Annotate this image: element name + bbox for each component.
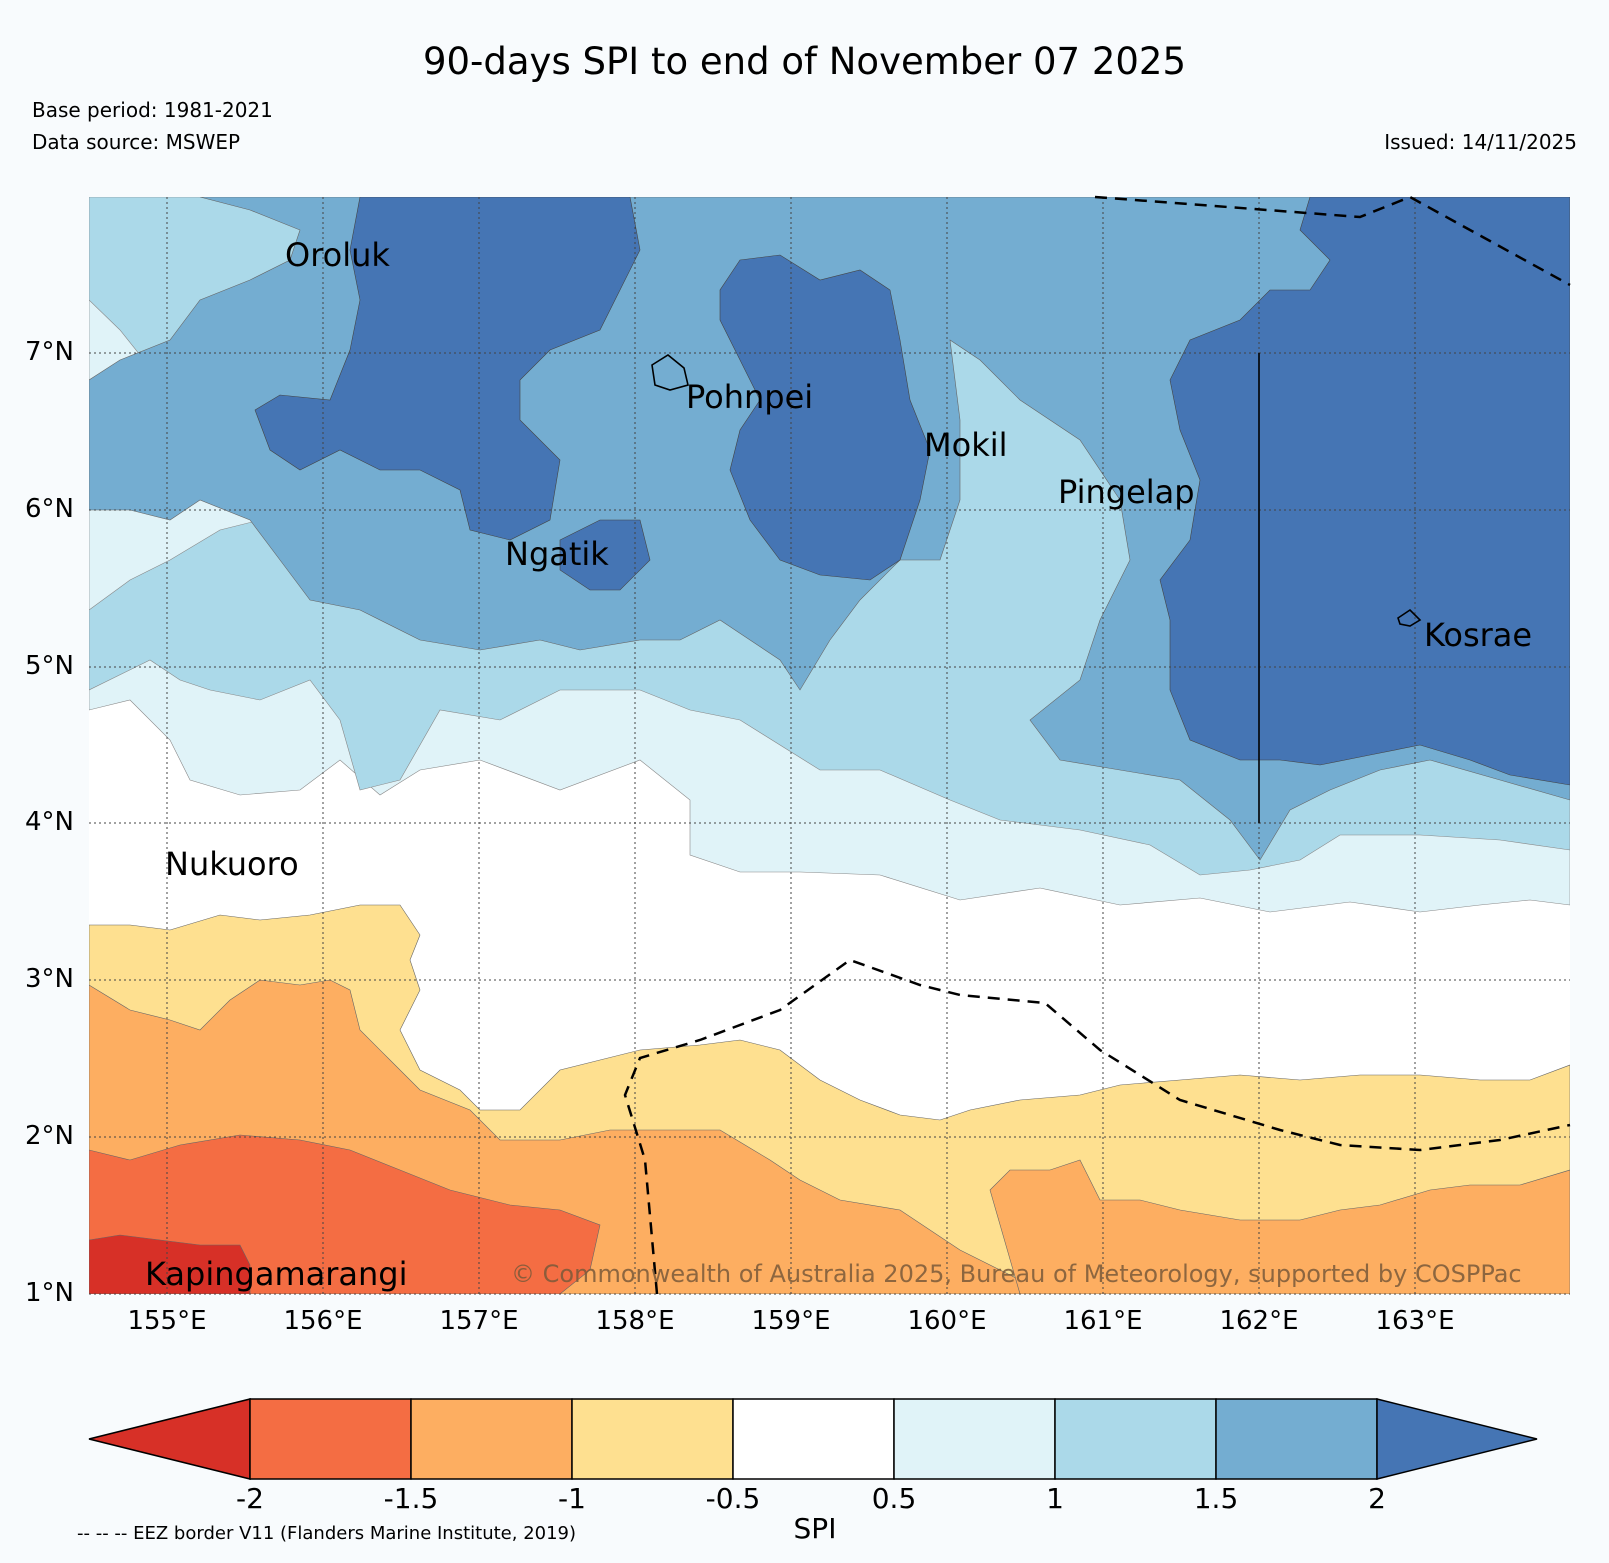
- y-tick: 1°N: [25, 1278, 74, 1308]
- contour-neg1-neg1.5-east: [989, 1159, 1570, 1294]
- colorbar-label: -1: [558, 1482, 586, 1515]
- colorbar-label: 1.5: [1193, 1482, 1239, 1515]
- y-tick: 6°N: [25, 494, 74, 524]
- issued-date: Issued: 14/11/2025: [1384, 130, 1577, 154]
- colorbar-label: 2: [1368, 1482, 1386, 1515]
- y-tick: 4°N: [25, 807, 74, 837]
- x-tick: 160°E: [907, 1306, 987, 1336]
- place-label-ngatik: Ngatik: [505, 535, 609, 573]
- colorbar-swatch-4: [732, 1398, 895, 1480]
- y-tick: 3°N: [25, 964, 74, 994]
- place-label-mokil: Mokil: [924, 426, 1008, 464]
- colorbar-extend-high: [1376, 1398, 1538, 1480]
- place-label-kapingamarangi: Kapingamarangi: [145, 1255, 408, 1293]
- y-tick: 7°N: [25, 337, 74, 367]
- x-tick: 156°E: [283, 1306, 363, 1336]
- kosrae-island-outline: [1397, 608, 1422, 627]
- x-tick: 163°E: [1375, 1306, 1455, 1336]
- x-tick: 158°E: [595, 1306, 675, 1336]
- data-source: Data source: MSWEP: [32, 130, 241, 154]
- colorbar-title: SPI: [793, 1512, 837, 1545]
- colorbar-label: -0.5: [705, 1482, 761, 1515]
- copyright-notice: © Commonwealth of Australia 2025, Bureau…: [511, 1260, 1522, 1288]
- colorbar-label: -2: [236, 1482, 264, 1515]
- pohnpei-island-outline: [651, 354, 689, 391]
- spi-contours: [89, 197, 1570, 1294]
- map-title: 90-days SPI to end of November 07 2025: [422, 40, 1187, 83]
- contour-gt2-west: [254, 197, 641, 541]
- x-tick: 162°E: [1219, 1306, 1299, 1336]
- x-tick: 159°E: [751, 1306, 831, 1336]
- colorbar-label: 1: [1046, 1482, 1064, 1515]
- colorbar-swatch-3: [571, 1398, 734, 1480]
- x-tick: 161°E: [1063, 1306, 1143, 1336]
- place-label-oroluk: Oroluk: [285, 236, 390, 274]
- colorbar: [88, 1398, 1538, 1480]
- colorbar-swatch-5: [893, 1398, 1056, 1480]
- place-label-pohnpei: Pohnpei: [686, 378, 814, 416]
- colorbar-label: 0.5: [871, 1482, 917, 1515]
- contour-gt2-east: [1159, 197, 1570, 786]
- contour-gt2-central: [719, 254, 931, 581]
- y-tick: 5°N: [25, 651, 74, 681]
- x-tick: 157°E: [439, 1306, 519, 1336]
- colorbar-swatch-7: [1215, 1398, 1378, 1480]
- eez-borders: [623, 195, 1571, 1295]
- colorbar-label: -1.5: [383, 1482, 439, 1515]
- y-tick: 2°N: [25, 1121, 74, 1151]
- colorbar-extend-low: [88, 1398, 251, 1480]
- eez-legend-note: -- -- -- EEZ border V11 (Flanders Marine…: [77, 1523, 577, 1544]
- contour-lt-neg2: [89, 1234, 251, 1294]
- colorbar-swatch-1: [249, 1398, 412, 1480]
- place-label-pingelap: Pingelap: [1058, 473, 1195, 511]
- place-label-nukuoro: Nukuoro: [165, 845, 299, 883]
- contour-gt2-ngatik: [559, 519, 651, 591]
- place-label-kosrae: Kosrae: [1424, 616, 1533, 654]
- colorbar-swatch-2: [410, 1398, 573, 1480]
- gridlines: [89, 197, 1570, 1295]
- colorbar-swatch-6: [1054, 1398, 1217, 1480]
- base-period: Base period: 1981-2021: [32, 98, 273, 122]
- x-tick: 155°E: [127, 1306, 207, 1336]
